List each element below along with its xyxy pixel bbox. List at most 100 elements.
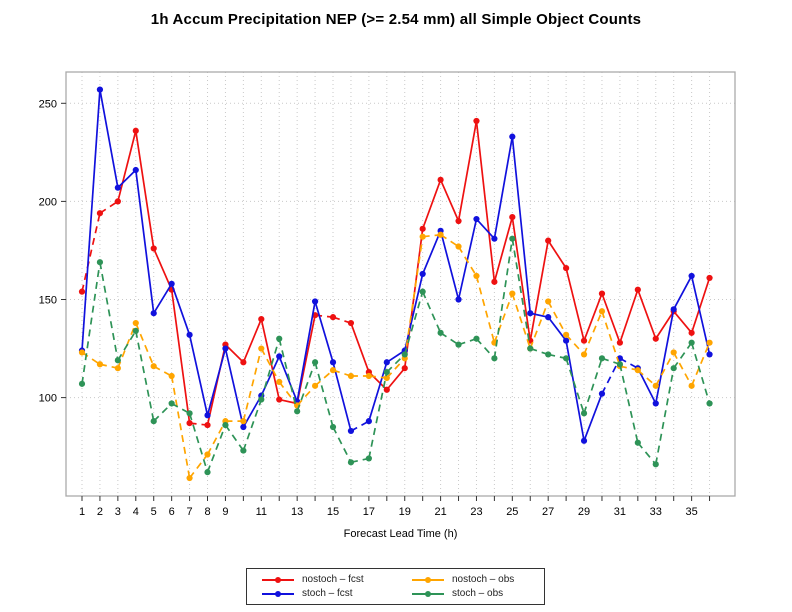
data-point — [222, 345, 229, 352]
data-point — [652, 382, 659, 389]
svg-text:250: 250 — [39, 98, 57, 110]
data-point — [455, 341, 462, 348]
data-point — [240, 423, 247, 431]
svg-text:11: 11 — [256, 506, 267, 518]
data-point — [294, 408, 301, 415]
svg-text:25: 25 — [506, 506, 518, 518]
data-point — [563, 265, 570, 272]
data-point — [509, 133, 516, 140]
data-point — [545, 314, 552, 321]
data-point — [634, 439, 641, 446]
x-ticks — [81, 496, 711, 501]
data-point — [329, 423, 337, 431]
svg-text:31: 31 — [614, 506, 626, 518]
data-point — [670, 306, 677, 313]
data-point — [96, 259, 104, 266]
data-point — [240, 418, 247, 425]
data-point — [598, 390, 606, 397]
y-ticks — [61, 102, 66, 399]
data-point — [652, 400, 659, 407]
data-point — [580, 351, 588, 358]
legend-line-swatch — [412, 590, 444, 597]
chart-title: 1h Accum Precipitation NEP (>= 2.54 mm) … — [150, 11, 642, 28]
svg-text:23: 23 — [470, 506, 482, 518]
x-tick-labels: 1 2 3 4 5 6 7 8 9 11 13 15 17 19 21 23 25 27 29 31 33 35 — [79, 506, 698, 518]
data-point — [598, 355, 606, 362]
data-point — [311, 359, 319, 366]
data-point — [455, 243, 462, 250]
data-point — [168, 400, 175, 407]
data-point — [706, 339, 713, 346]
data-point — [276, 396, 283, 403]
data-point — [509, 290, 516, 297]
data-point — [652, 461, 659, 468]
data-point — [527, 310, 534, 317]
legend-line-swatch — [412, 576, 444, 583]
legend-item-stoch-obs: stoch – obs — [411, 588, 540, 599]
data-point — [132, 166, 139, 174]
data-point — [276, 378, 283, 386]
data-point — [78, 380, 86, 387]
legend-box: nostoch – fcst nostoch – obs stoch – fcst s… — [246, 568, 545, 605]
svg-text:19: 19 — [399, 506, 411, 518]
x-axis-label: Forecast Lead Time (h) — [344, 528, 458, 540]
svg-text:200: 200 — [39, 196, 57, 208]
svg-text:13: 13 — [291, 506, 303, 518]
data-point — [204, 421, 211, 429]
data-point — [186, 420, 193, 427]
data-point — [688, 329, 695, 336]
data-point — [706, 274, 713, 282]
data-point — [204, 451, 211, 458]
data-point — [329, 314, 337, 321]
data-point — [365, 372, 372, 380]
svg-text:21: 21 — [434, 506, 446, 518]
data-point — [150, 363, 157, 370]
data-point — [473, 215, 480, 223]
data-point — [455, 296, 462, 303]
data-point — [634, 286, 641, 293]
legend-line-swatch — [262, 576, 294, 583]
data-point — [150, 245, 157, 252]
data-point — [437, 329, 444, 336]
data-point — [598, 308, 606, 315]
data-point — [401, 351, 408, 358]
data-point — [688, 272, 695, 280]
svg-text:3: 3 — [115, 506, 121, 518]
data-point — [580, 410, 588, 417]
data-point — [150, 310, 157, 317]
data-point — [616, 361, 624, 368]
y-tick-labels: 100 150 200 250 — [39, 98, 57, 404]
data-point — [329, 359, 337, 366]
data-point — [688, 339, 695, 346]
data-point — [96, 86, 104, 93]
data-point — [580, 437, 588, 444]
data-point — [706, 400, 713, 407]
data-point — [419, 233, 426, 240]
data-point — [563, 355, 570, 362]
data-point — [347, 459, 355, 466]
x-gridlines — [81, 72, 711, 496]
data-point — [491, 278, 498, 285]
data-point — [670, 365, 677, 372]
data-point — [509, 213, 516, 221]
data-point — [688, 382, 695, 389]
svg-text:8: 8 — [204, 506, 210, 518]
data-point — [419, 270, 426, 278]
data-point — [347, 427, 355, 435]
data-point — [114, 357, 121, 364]
legend-line-swatch — [262, 590, 294, 597]
legend-item-nostoch-obs: nostoch – obs — [411, 574, 540, 585]
data-point — [437, 231, 444, 238]
svg-text:27: 27 — [542, 506, 554, 518]
series-points-stoch-fcst — [78, 86, 713, 444]
series-points-stoch-obs — [78, 235, 713, 476]
svg-text:4: 4 — [133, 506, 139, 518]
data-point — [258, 396, 265, 403]
series-points-nostoch-fcst — [78, 117, 713, 429]
data-point — [545, 298, 552, 305]
svg-text:7: 7 — [187, 506, 193, 518]
data-point — [473, 335, 480, 342]
legend-label: stoch – fcst — [302, 588, 353, 599]
